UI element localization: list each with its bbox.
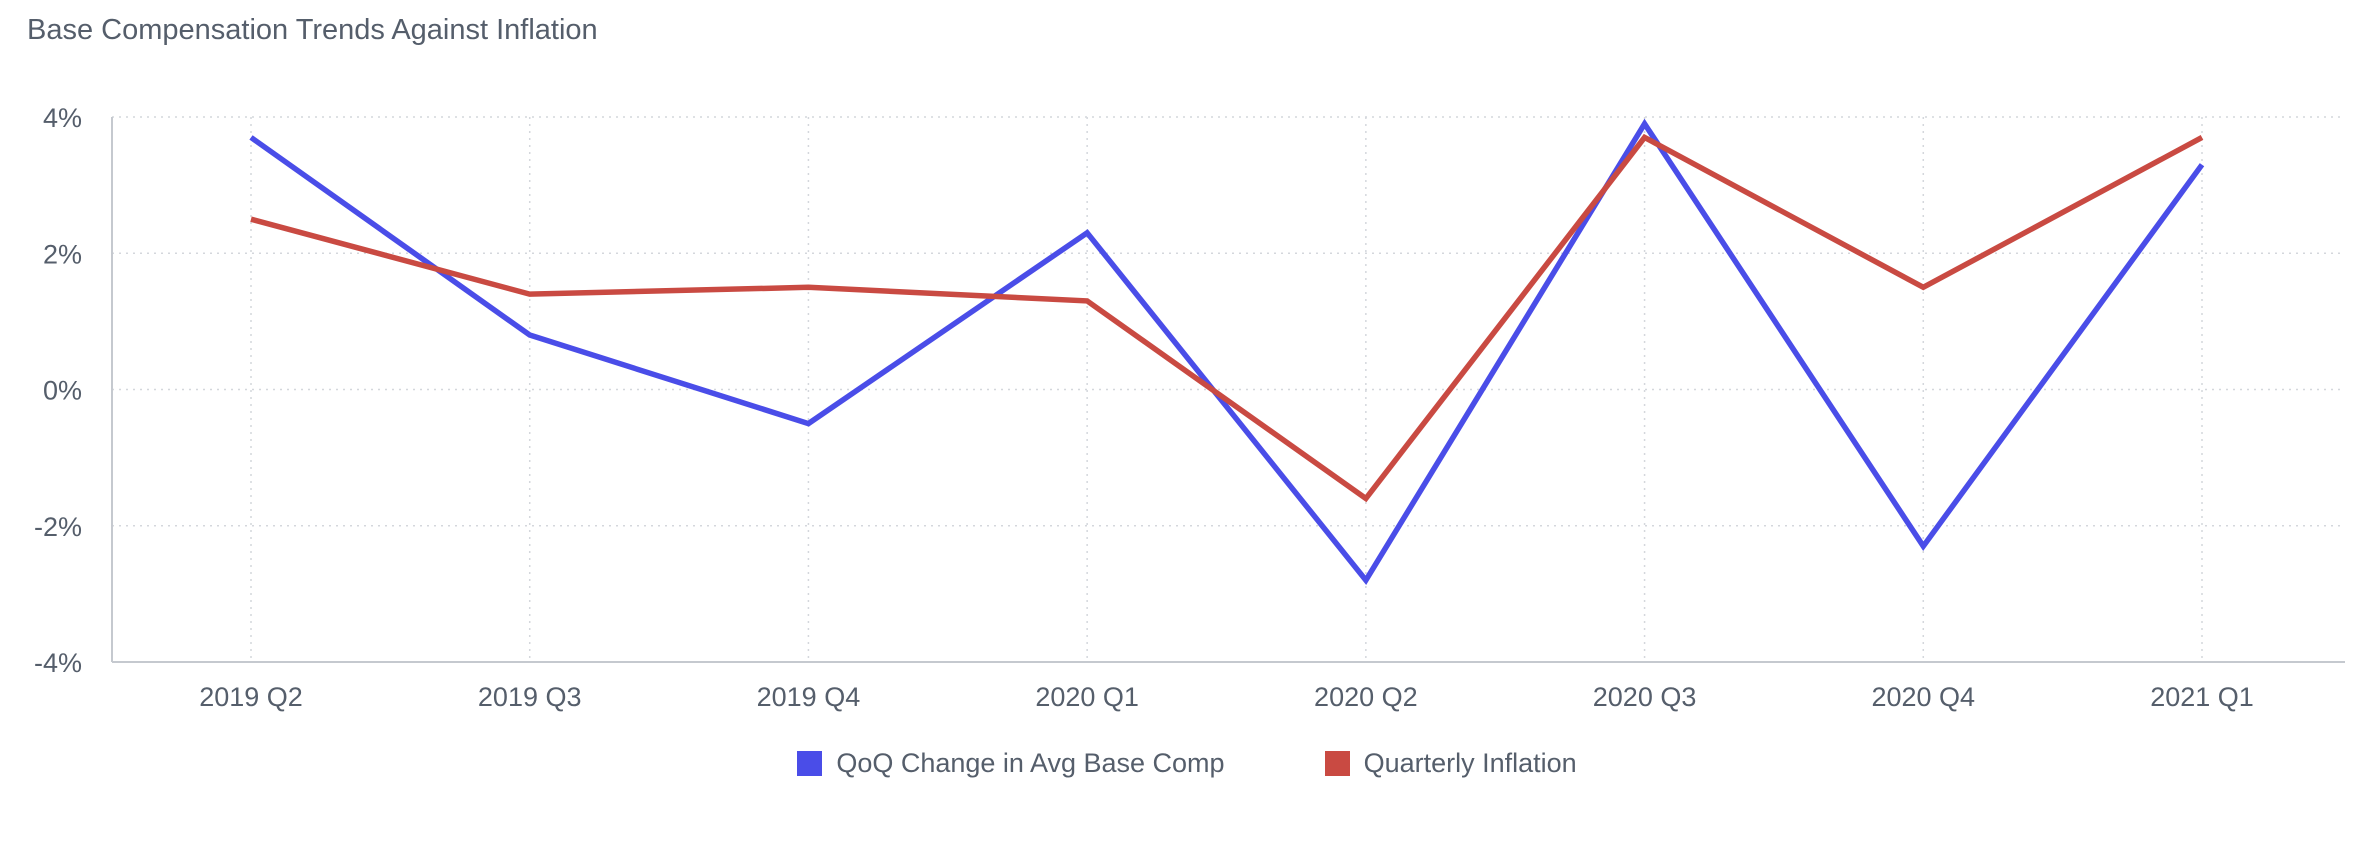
legend: QoQ Change in Avg Base Comp Quarterly In…: [0, 748, 2374, 779]
x-tick-label: 2019 Q2: [199, 682, 303, 712]
x-tick-label: 2021 Q1: [2150, 682, 2254, 712]
series-lines: [249, 118, 2205, 586]
y-tick-label: 0%: [43, 376, 82, 406]
legend-label-inflation: Quarterly Inflation: [1363, 748, 1577, 778]
x-tick-label: 2019 Q4: [757, 682, 861, 712]
tick-labels: 4% 2% 0% -2% -4% 2019 Q2 2019 Q3 2019 Q4 2020 Q1…: [34, 103, 2254, 712]
series-line-1: [250, 133, 2204, 503]
legend-swatch-inflation: [1324, 751, 1350, 776]
x-tick-label: 2020 Q3: [1593, 682, 1697, 712]
y-tick-label: -2%: [34, 512, 82, 542]
legend-item-qoq[interactable]: QoQ Change in Avg Base Comp: [797, 748, 1225, 779]
y-tick-label: -4%: [34, 648, 82, 678]
series-line-0: [249, 118, 2205, 586]
x-tick-label: 2020 Q4: [1871, 682, 1975, 712]
axes: [111, 117, 2345, 663]
legend-label-qoq: QoQ Change in Avg Base Comp: [836, 748, 1225, 778]
legend-item-inflation[interactable]: Quarterly Inflation: [1265, 748, 1577, 779]
y-tick-label: 2%: [43, 239, 82, 269]
x-tick-label: 2020 Q2: [1314, 682, 1418, 712]
x-tick-label: 2019 Q3: [478, 682, 582, 712]
legend-swatch-qoq: [797, 751, 823, 776]
line-chart: 4% 2% 0% -2% -4% 2019 Q2 2019 Q3 2019 Q4 2020 Q1…: [34, 103, 2345, 712]
chart-title: Base Compensation Trends Against Inflati…: [27, 14, 598, 46]
y-tick-label: 4%: [43, 103, 82, 133]
grid-lines: [112, 116, 2345, 662]
x-tick-label: 2020 Q1: [1035, 682, 1139, 712]
